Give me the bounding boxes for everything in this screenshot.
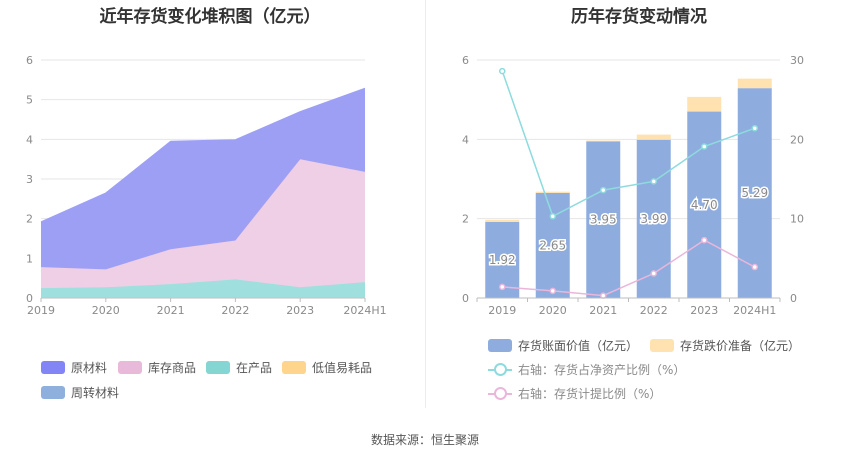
area-edge-库存商品 bbox=[40, 158, 366, 270]
bar-impairment-reserve bbox=[586, 140, 621, 142]
right-y-tick-label: 4 bbox=[462, 133, 469, 146]
legend-item[interactable]: 原材料 bbox=[41, 359, 107, 376]
legend-item[interactable]: 存货跌价准备（亿元） bbox=[650, 337, 800, 354]
line-右轴：存货占净资产比例（%） bbox=[501, 70, 756, 218]
left-x-tick-label: 2019 bbox=[27, 304, 55, 317]
line-point bbox=[549, 287, 556, 295]
legend-item[interactable]: 右轴：存货占净资产比例（%） bbox=[488, 361, 685, 378]
bar-impairment-reserve bbox=[485, 219, 520, 222]
left-y-tick-label: 0 bbox=[26, 292, 33, 305]
bar-book-value bbox=[586, 141, 621, 298]
legend-label: 在产品 bbox=[236, 361, 273, 375]
line-point bbox=[701, 236, 708, 244]
line-point bbox=[600, 186, 607, 194]
bar-impairment-reserve bbox=[535, 191, 570, 193]
legend-swatch bbox=[488, 363, 512, 376]
line-右轴：存货计提比例（%） bbox=[502, 239, 756, 297]
legend-swatch bbox=[282, 361, 306, 374]
line-point bbox=[751, 263, 758, 271]
legend-item[interactable]: 在产品 bbox=[206, 359, 272, 376]
left-y-tick-label: 1 bbox=[26, 252, 33, 265]
bar-value-label: 5.29 bbox=[741, 186, 768, 200]
legend-label: 低值易耗品 bbox=[312, 361, 373, 375]
left-x-tick-label: 2020 bbox=[92, 304, 120, 317]
right-chart-title: 历年存货变动情况 bbox=[571, 7, 707, 27]
left-x-tick-label: 2024H1 bbox=[343, 304, 386, 317]
left-x-tick-label: 2021 bbox=[157, 304, 185, 317]
line-point bbox=[751, 124, 758, 132]
right-y2-tick-label: 30 bbox=[790, 54, 804, 67]
line-point bbox=[701, 143, 708, 150]
right-y-tick-label: 2 bbox=[462, 213, 469, 226]
bar-value-label: 3.95 bbox=[590, 213, 617, 227]
right-y2-tick-label: 0 bbox=[790, 292, 797, 305]
line-point bbox=[499, 67, 506, 75]
area-在产品 bbox=[41, 279, 365, 298]
line-point bbox=[650, 178, 657, 185]
right-x-tick-label: 2022 bbox=[640, 304, 668, 317]
line-point bbox=[549, 213, 556, 220]
legend-swatch bbox=[118, 361, 142, 374]
legend-swatch bbox=[206, 361, 230, 374]
area-edge-原材料 bbox=[40, 87, 366, 223]
line-point bbox=[650, 270, 657, 277]
right-x-tick-label: 2024H1 bbox=[733, 304, 776, 317]
left-y-tick-label: 5 bbox=[26, 94, 33, 107]
legend-swatch bbox=[650, 339, 674, 352]
legend-label: 存货跌价准备（亿元） bbox=[680, 339, 801, 353]
right-y-tick-label: 6 bbox=[462, 54, 469, 67]
bar-book-value bbox=[737, 88, 772, 298]
area-原材料 bbox=[41, 88, 365, 270]
legend-item[interactable]: 库存商品 bbox=[118, 359, 196, 376]
legend-swatch bbox=[41, 386, 65, 399]
bar-value-label: 1.92 bbox=[489, 253, 516, 267]
right-x-tick-label: 2023 bbox=[690, 304, 718, 317]
legend-item[interactable]: 低值易耗品 bbox=[282, 359, 372, 376]
legend-label: 右轴：存货占净资产比例（%） bbox=[518, 363, 686, 377]
bar-value-label: 2.65 bbox=[539, 238, 566, 252]
bar-impairment-reserve bbox=[737, 78, 772, 89]
legend-label: 周转材料 bbox=[71, 386, 120, 400]
right-y2-tick-label: 20 bbox=[790, 133, 804, 146]
line-point bbox=[499, 283, 506, 291]
left-y-tick-label: 6 bbox=[26, 54, 33, 67]
legend-label: 存货账面价值（亿元） bbox=[518, 339, 639, 353]
left-y-tick-label: 4 bbox=[26, 133, 33, 146]
legend-item[interactable]: 右轴：存货计提比例（%） bbox=[488, 385, 661, 402]
data-source-note: 数据来源：恒生聚源 bbox=[370, 433, 479, 447]
bar-impairment-reserve bbox=[687, 96, 722, 112]
legend-swatch bbox=[488, 387, 512, 400]
right-y2-tick-label: 10 bbox=[790, 213, 804, 226]
bar-impairment-reserve bbox=[636, 134, 671, 140]
left-y-tick-label: 2 bbox=[26, 213, 33, 226]
right-y-tick-label: 0 bbox=[462, 292, 469, 305]
panel-divider bbox=[425, 0, 426, 408]
right-x-tick-label: 2020 bbox=[539, 304, 567, 317]
legend-swatch bbox=[41, 361, 65, 374]
legend-label: 库存商品 bbox=[148, 361, 197, 375]
area-库存商品 bbox=[41, 159, 365, 289]
legend-swatch bbox=[488, 339, 512, 352]
right-x-tick-label: 2019 bbox=[488, 304, 516, 317]
left-legend: 原材料 库存商品 在产品 低值易耗品周转材料 bbox=[41, 359, 372, 401]
legend-item[interactable]: 周转材料 bbox=[41, 384, 119, 401]
left-x-tick-label: 2023 bbox=[286, 304, 314, 317]
bar-value-label: 3.99 bbox=[640, 212, 667, 226]
right-x-tick-label: 2021 bbox=[589, 304, 617, 317]
legend-label: 右轴：存货计提比例（%） bbox=[518, 387, 662, 401]
left-chart-title: 近年存货变化堆积图（亿元） bbox=[99, 7, 321, 27]
legend-label: 原材料 bbox=[71, 361, 108, 375]
left-y-tick-label: 3 bbox=[26, 173, 33, 186]
left-x-tick-label: 2022 bbox=[221, 304, 249, 317]
legend-item[interactable]: 存货账面价值（亿元） bbox=[488, 337, 638, 354]
bar-value-label: 4.70 bbox=[691, 198, 718, 212]
